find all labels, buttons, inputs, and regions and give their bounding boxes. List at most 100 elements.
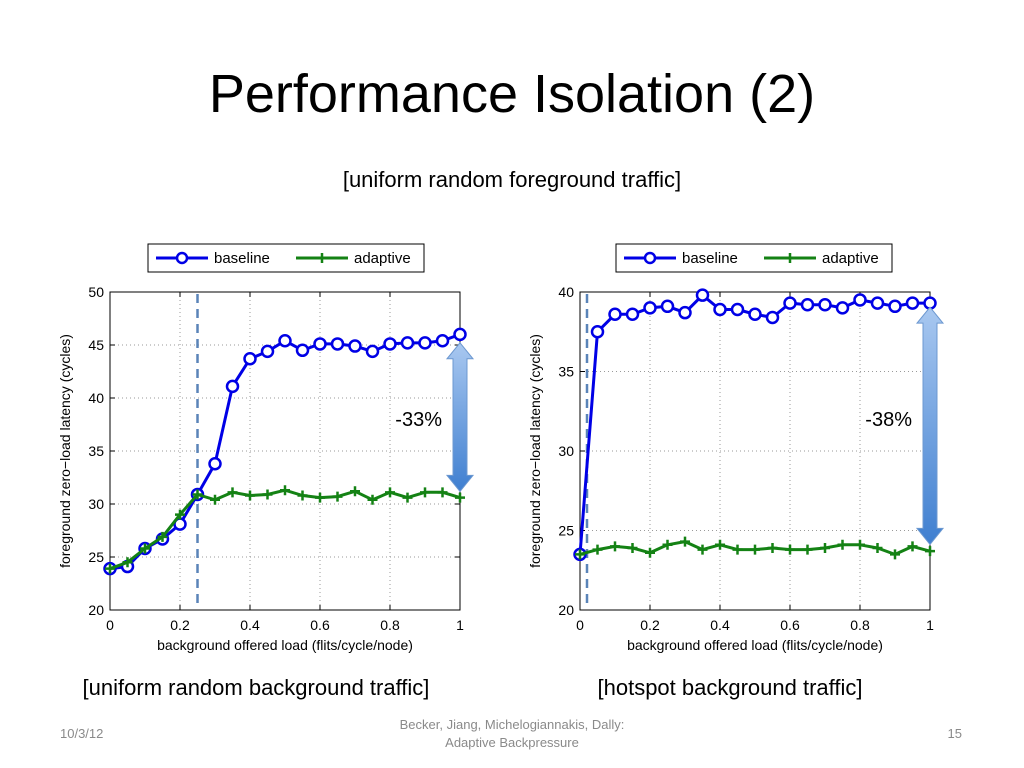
data-point-baseline <box>453 327 467 342</box>
data-point-baseline <box>835 301 850 315</box>
x-tick-label: 0 <box>576 617 584 633</box>
x-tick-label: 1 <box>456 617 464 633</box>
y-tick-label: 35 <box>88 443 104 459</box>
y-tick-label: 20 <box>88 602 104 618</box>
y-tick-label: 25 <box>88 549 104 565</box>
chart-caption-uniform: [uniform random background traffic] <box>82 675 430 700</box>
footer-authors-line1: Becker, Jiang, Michelogiannakis, Dally: <box>399 717 625 732</box>
reduction-arrow <box>445 341 475 493</box>
data-point-baseline <box>905 296 920 310</box>
y-tick-label: 35 <box>558 364 574 380</box>
data-point-adaptive <box>715 539 725 550</box>
data-point-adaptive <box>175 509 185 520</box>
data-point-adaptive <box>750 544 760 555</box>
y-axis-label: foreground zero−load latency (cycles) <box>57 334 73 568</box>
data-point-adaptive <box>122 557 133 568</box>
data-point-adaptive <box>402 492 413 503</box>
legend-marker-baseline <box>175 251 189 265</box>
data-point-baseline <box>590 325 605 339</box>
data-point-adaptive <box>802 544 813 555</box>
chart-uniform-random: 0 0.2 0.4 0.6 0.8 1 20 25 30 35 40 45 50 background o… <box>57 243 475 653</box>
data-point-adaptive <box>420 487 430 498</box>
x-axis-label: background offered load (flits/cycle/nod… <box>157 637 413 653</box>
data-point-adaptive <box>350 486 360 497</box>
y-tick-label: 25 <box>558 523 574 539</box>
data-point-adaptive <box>732 544 743 555</box>
data-point-adaptive <box>907 541 918 552</box>
reduction-label: -33% <box>395 409 442 431</box>
data-point-adaptive <box>315 492 325 503</box>
data-point-baseline <box>853 293 867 307</box>
data-point-baseline <box>713 302 727 317</box>
data-point-baseline <box>295 343 310 358</box>
data-point-baseline <box>313 337 327 351</box>
data-point-adaptive <box>662 539 673 550</box>
data-point-baseline <box>225 379 240 394</box>
x-tick-label: 0.6 <box>780 617 800 633</box>
data-point-baseline <box>695 288 710 302</box>
x-tick-label: 0.2 <box>640 617 660 633</box>
data-point-baseline <box>418 336 432 350</box>
data-point-adaptive <box>192 489 203 500</box>
data-point-adaptive <box>367 494 378 505</box>
legend-label-baseline: baseline <box>682 250 738 267</box>
data-point-adaptive <box>645 547 655 558</box>
data-point-baseline <box>365 344 380 359</box>
y-axis-label: foreground zero−load latency (cycles) <box>527 334 543 568</box>
data-point-adaptive <box>890 549 900 560</box>
data-point-adaptive <box>157 531 168 542</box>
data-point-baseline <box>678 305 692 320</box>
data-point-baseline <box>643 301 657 315</box>
footer-date: 10/3/12 <box>60 726 104 741</box>
data-point-baseline <box>800 297 815 312</box>
legend-label-adaptive: adaptive <box>354 250 411 267</box>
x-tick-label: 1 <box>926 617 934 633</box>
data-point-baseline <box>748 307 762 322</box>
x-tick-label: 0.4 <box>240 617 260 633</box>
data-point-baseline <box>383 337 397 351</box>
data-point-adaptive <box>210 494 220 505</box>
data-point-adaptive <box>767 542 778 553</box>
y-tick-label: 40 <box>88 390 104 406</box>
x-tick-label: 0.8 <box>850 617 870 633</box>
y-tick-label: 40 <box>558 284 574 300</box>
y-tick-label: 30 <box>558 443 574 459</box>
y-tick-label: 45 <box>88 337 104 353</box>
data-point-adaptive <box>105 563 115 574</box>
plot-area <box>580 292 930 610</box>
x-tick-label: 0 <box>106 617 114 633</box>
data-point-adaptive <box>262 489 273 500</box>
data-point-baseline <box>730 302 745 317</box>
data-point-baseline <box>260 344 275 359</box>
data-point-adaptive <box>280 485 290 496</box>
data-point-adaptive <box>592 544 603 555</box>
legend-label-baseline: baseline <box>214 250 270 267</box>
data-point-baseline <box>400 336 415 350</box>
slide-subtitle: [uniform random foreground traffic] <box>342 167 682 192</box>
data-point-baseline <box>208 456 222 471</box>
footer-authors: Becker, Jiang, Michelogiannakis, Dally: … <box>300 716 724 752</box>
data-point-baseline <box>278 334 292 348</box>
data-point-adaptive <box>697 544 708 555</box>
data-point-adaptive <box>855 539 865 550</box>
data-point-adaptive <box>785 544 795 555</box>
data-point-adaptive <box>297 490 308 501</box>
data-point-adaptive <box>820 542 830 553</box>
y-tick-label: 50 <box>88 284 104 300</box>
reduction-arrow <box>915 306 945 546</box>
data-point-adaptive <box>680 536 690 547</box>
data-point-baseline <box>330 337 345 351</box>
data-point-adaptive <box>455 492 465 503</box>
legend-marker-adaptive <box>785 253 795 263</box>
data-point-baseline <box>243 352 257 366</box>
footer-authors-line2: Adaptive Backpressure <box>445 735 579 750</box>
legend-marker-adaptive <box>317 253 327 263</box>
data-point-adaptive <box>610 541 620 552</box>
legend-label-adaptive: adaptive <box>822 250 879 267</box>
data-point-adaptive <box>385 487 395 498</box>
chart-caption-hotspot: [hotspot background traffic] <box>597 675 863 700</box>
y-tick-label: 30 <box>88 496 104 512</box>
x-tick-label: 0.8 <box>380 617 400 633</box>
x-tick-label: 0.6 <box>310 617 330 633</box>
data-point-baseline <box>660 299 675 314</box>
